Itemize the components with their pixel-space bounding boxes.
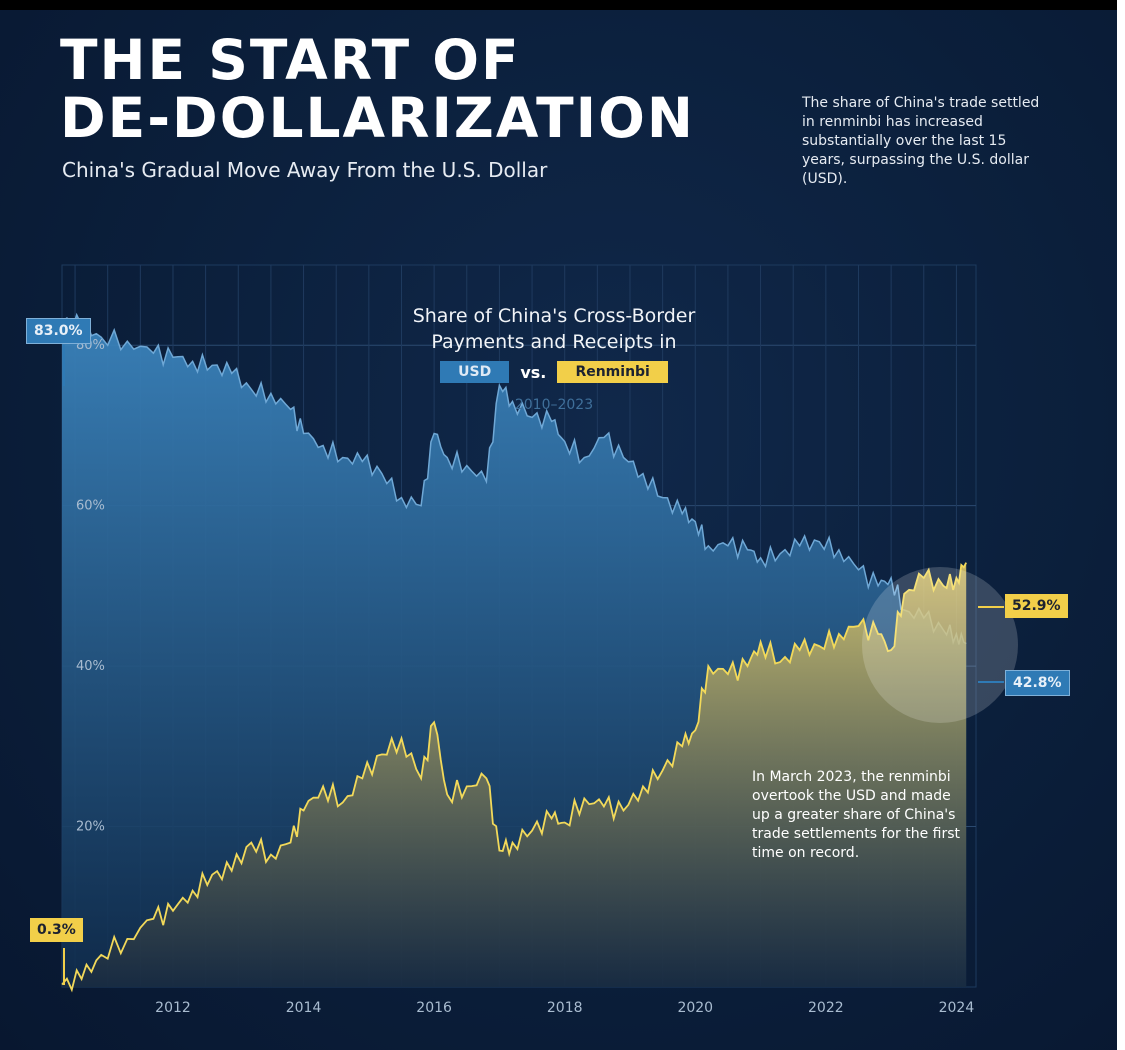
legend-usd: USD [440, 361, 510, 383]
renminbi-line [61, 562, 968, 993]
chart-title: Share of China's Cross-Border Payments a… [412, 305, 696, 353]
x-tick-label: 2014 [286, 1000, 322, 1016]
x-tick-label: 2022 [808, 1000, 844, 1016]
callout-renminbi-start: 0.3% [30, 918, 83, 942]
callout-usd-start: 83.0% [26, 318, 91, 344]
y-axis: 20%40%60%80% [76, 338, 105, 834]
callout-renminbi-end: 52.9% [1005, 594, 1068, 618]
crossover-highlight-circle [862, 567, 1018, 723]
x-tick-label: 2018 [547, 1000, 583, 1016]
renminbi-area [62, 562, 967, 990]
x-tick-label: 2016 [416, 1000, 452, 1016]
legend-renminbi: Renminbi [557, 361, 668, 383]
intro-note: The share of China's trade settled in re… [802, 95, 1040, 187]
y-tick-label: 60% [76, 499, 105, 514]
x-axis: 2012 2014 2016 2018 2020 2022 2024 [155, 1000, 974, 1016]
page-title-line-1: THE START OF [60, 28, 521, 92]
chart-legend: Share of China's Cross-Border Payments a… [384, 303, 724, 413]
usd-line [61, 312, 967, 646]
legend-row: USD vs. Renminbi [384, 361, 724, 387]
x-tick-label: 2020 [677, 1000, 713, 1016]
callout-usd-end: 42.8% [1005, 670, 1070, 696]
chart-date-range: 2010–2023 [514, 397, 594, 413]
x-tick-label: 2012 [155, 1000, 191, 1016]
legend-vs: vs. [520, 362, 547, 382]
right-edge-strip [1117, 0, 1125, 1050]
page-title-line-2: DE-DOLLARIZATION [60, 86, 695, 150]
x-tick-label: 2024 [939, 1000, 975, 1016]
y-tick-label: 40% [76, 659, 105, 674]
page-subtitle: China's Gradual Move Away From the U.S. … [62, 158, 548, 182]
crossover-annotation: In March 2023, the renminbi overtook the… [752, 769, 961, 861]
y-tick-label: 20% [76, 820, 105, 835]
